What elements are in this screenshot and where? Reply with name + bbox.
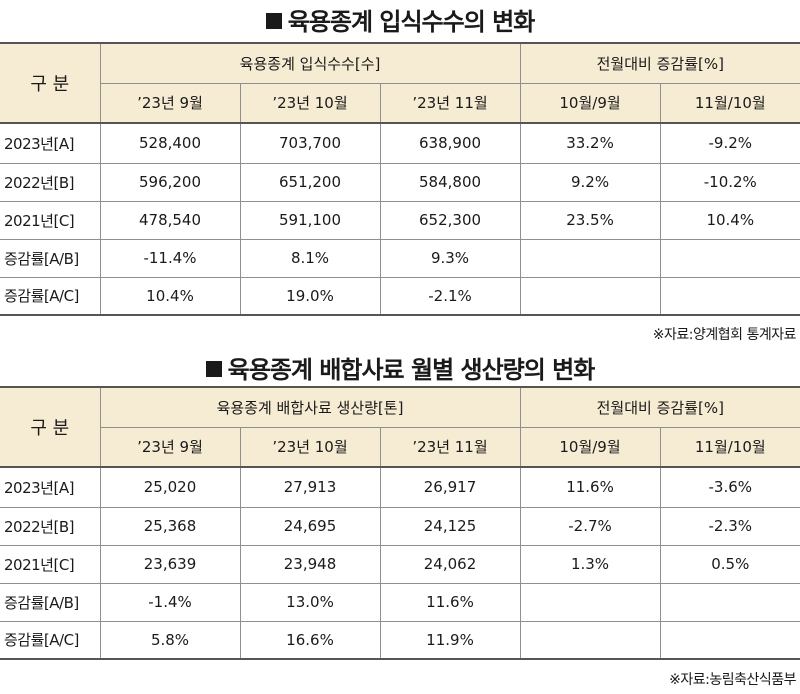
- cell: -3.6%: [659, 466, 800, 508]
- cell: 23,948: [239, 544, 381, 584]
- cell: [519, 276, 661, 316]
- table-2-col-rate-1: 10월/9월: [519, 426, 661, 468]
- cell: 16.6%: [239, 620, 381, 660]
- table-1-col-rate-2: 11월/10월: [659, 82, 800, 124]
- row-label: 증감률[A/C]: [0, 620, 101, 660]
- cell: [659, 276, 800, 316]
- cell: 11.6%: [379, 582, 521, 622]
- cell: 13.0%: [239, 582, 381, 622]
- row-label: 증감률[A/B]: [0, 582, 101, 622]
- cell: 652,300: [379, 200, 521, 240]
- row-label: 증감률[A/B]: [0, 238, 101, 278]
- table-row: 증감률[A/B] -1.4% 13.0% 11.6%: [0, 582, 800, 622]
- cell: [519, 620, 661, 660]
- table-row: 증감률[A/B] -11.4% 8.1% 9.3%: [0, 238, 800, 278]
- table-2-col-month-1: ’23년 9월: [100, 426, 241, 468]
- cell: 8.1%: [239, 238, 381, 278]
- cell: 11.9%: [379, 620, 521, 660]
- table-row: 2022년[B] 25,368 24,695 24,125 -2.7% -2.3…: [0, 506, 800, 546]
- cell: 25,020: [99, 466, 241, 508]
- table-2-title-text: 육용종계 배합사료 월별 생산량의 변화: [227, 356, 596, 384]
- square-bullet-icon: [205, 361, 222, 377]
- cell: 596,200: [99, 162, 241, 202]
- table-2: 구 분 육용종계 배합사료 생산량[톤] 전월대비 증감률[%] ’23년 9월…: [0, 386, 800, 660]
- cell: 26,917: [379, 466, 521, 508]
- table-2-group-header-main: 육용종계 배합사료 생산량[톤]: [99, 386, 521, 428]
- cell: -9.2%: [659, 122, 800, 164]
- row-label: 2021년[C]: [0, 200, 101, 240]
- table-1-col-month-2: ’23년 10월: [239, 82, 381, 124]
- table-2-corner-header: 구 분: [0, 386, 101, 468]
- cell: -2.3%: [659, 506, 800, 546]
- table-1-group-header-main: 육용종계 입식수수[수]: [99, 42, 521, 84]
- table-1-group-header-rate: 전월대비 증감률[%]: [519, 42, 800, 84]
- table-row: 증감률[A/C] 10.4% 19.0% -2.1%: [0, 276, 800, 316]
- cell: 23.5%: [519, 200, 661, 240]
- table-row: 증감률[A/C] 5.8% 16.6% 11.9%: [0, 620, 800, 660]
- table-1-col-month-3: ’23년 11월: [379, 82, 521, 124]
- table-row: 2022년[B] 596,200 651,200 584,800 9.2% -1…: [0, 162, 800, 202]
- cell: [519, 582, 661, 622]
- cell: 5.8%: [99, 620, 241, 660]
- table-1-col-rate-1: 10월/9월: [519, 82, 661, 124]
- cell: 25,368: [99, 506, 241, 546]
- cell: 591,100: [239, 200, 381, 240]
- cell: 10.4%: [659, 200, 800, 240]
- cell: -2.7%: [519, 506, 661, 546]
- cell: 19.0%: [239, 276, 381, 316]
- row-label: 2023년[A]: [0, 466, 101, 508]
- cell: [519, 238, 661, 278]
- square-bullet-icon: [265, 13, 282, 29]
- table-row: 2021년[C] 23,639 23,948 24,062 1.3% 0.5%: [0, 544, 800, 584]
- cell: 478,540: [99, 200, 241, 240]
- row-label: 2022년[B]: [0, 506, 101, 546]
- table-1-corner-header: 구 분: [0, 42, 101, 124]
- cell: 703,700: [239, 122, 381, 164]
- row-label: 2021년[C]: [0, 544, 101, 584]
- cell: [659, 582, 800, 622]
- cell: 11.6%: [519, 466, 661, 508]
- cell: 10.4%: [99, 276, 241, 316]
- cell: 24,062: [379, 544, 521, 584]
- cell: 9.2%: [519, 162, 661, 202]
- cell: 638,900: [379, 122, 521, 164]
- row-label: 2023년[A]: [0, 122, 101, 164]
- table-2-col-month-2: ’23년 10월: [239, 426, 381, 468]
- cell: 33.2%: [519, 122, 661, 164]
- cell: [659, 238, 800, 278]
- table-row: 2023년[A] 528,400 703,700 638,900 33.2% -…: [0, 122, 800, 164]
- row-label: 증감률[A/C]: [0, 276, 101, 316]
- row-label: 2022년[B]: [0, 162, 101, 202]
- table-1-source: ※자료:양계협회 통계자료: [652, 327, 797, 343]
- cell: 24,125: [379, 506, 521, 546]
- table-2-group-header-rate: 전월대비 증감률[%]: [519, 386, 800, 428]
- table-row: 2021년[C] 478,540 591,100 652,300 23.5% 1…: [0, 200, 800, 240]
- table-1-title-text: 육용종계 입식수수의 변화: [287, 8, 536, 36]
- cell: 0.5%: [659, 544, 800, 584]
- cell: [659, 620, 800, 660]
- cell: 24,695: [239, 506, 381, 546]
- cell: 584,800: [379, 162, 521, 202]
- table-1-col-month-1: ’23년 9월: [100, 82, 241, 124]
- cell: 651,200: [239, 162, 381, 202]
- table-row: 2023년[A] 25,020 27,913 26,917 11.6% -3.6…: [0, 466, 800, 508]
- cell: -1.4%: [99, 582, 241, 622]
- cell: 27,913: [239, 466, 381, 508]
- cell: 23,639: [99, 544, 241, 584]
- cell: 528,400: [99, 122, 241, 164]
- cell: -10.2%: [659, 162, 800, 202]
- cell: -2.1%: [379, 276, 521, 316]
- cell: -11.4%: [99, 238, 241, 278]
- cell: 9.3%: [379, 238, 521, 278]
- table-1-title: 육용종계 입식수수의 변화: [0, 2, 800, 37]
- table-1: 구 분 육용종계 입식수수[수] 전월대비 증감률[%] ’23년 9월 ’23…: [0, 42, 800, 316]
- table-2-col-rate-2: 11월/10월: [659, 426, 800, 468]
- table-2-col-month-3: ’23년 11월: [379, 426, 521, 468]
- table-2-source: ※자료:농림축산식품부: [669, 672, 796, 688]
- cell: 1.3%: [519, 544, 661, 584]
- table-2-title: 육용종계 배합사료 월별 생산량의 변화: [0, 350, 800, 385]
